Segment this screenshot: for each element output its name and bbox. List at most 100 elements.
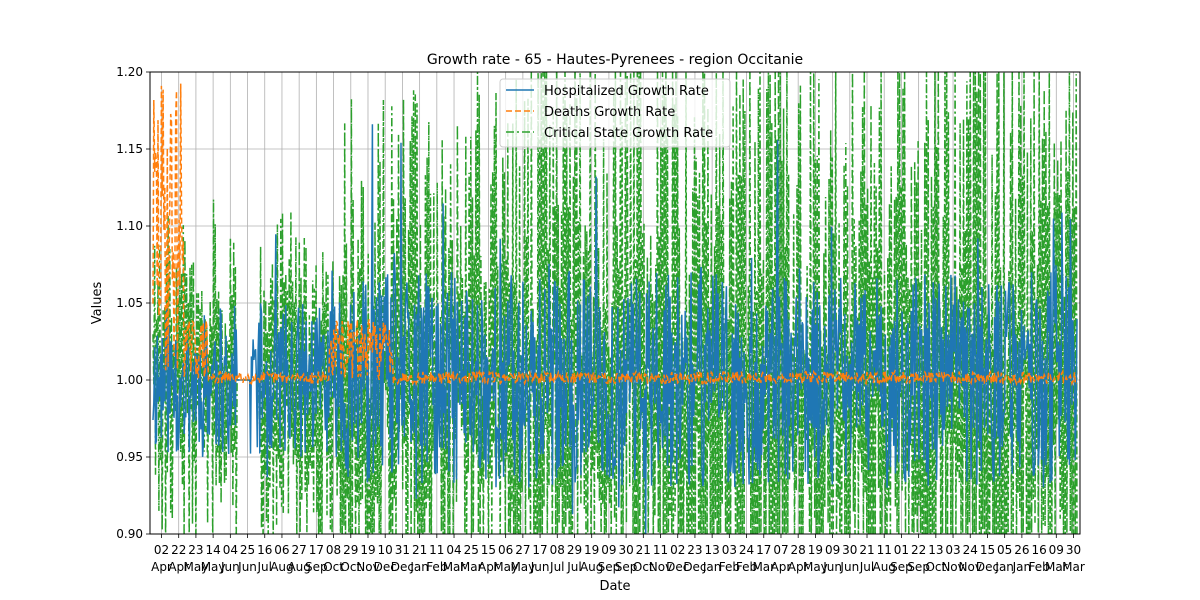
x-tick-day-label: 30 xyxy=(842,543,857,557)
x-tick-month-label: Aug xyxy=(872,560,895,574)
series-line-1 xyxy=(152,83,1078,387)
y-axis-ticks: 0.90 0.95 1.00 1.05 1.10 1.15 1.20 xyxy=(116,65,150,541)
x-tick-month-label: Oct xyxy=(633,560,654,574)
x-axis-ticks: 02Apr22Apr23May14May04Jun25Jun16Jul06Aug… xyxy=(151,534,1085,574)
chart-title: Growth rate - 65 - Hautes-Pyrenees - reg… xyxy=(427,52,803,68)
x-tick-day-label: 16 xyxy=(257,543,272,557)
y-axis-label: Values xyxy=(90,282,105,325)
x-tick-month-label: Sep xyxy=(598,560,621,574)
x-tick-day-label: 04 xyxy=(223,543,238,557)
x-tick-month-label: Dec xyxy=(683,560,706,574)
legend-label: Critical State Growth Rate xyxy=(544,126,713,141)
x-tick-month-label: Nov xyxy=(649,560,672,574)
x-tick-month-label: Sep xyxy=(890,560,913,574)
x-tick-day-label: 11 xyxy=(429,543,444,557)
x-tick-month-label: Sep xyxy=(907,560,930,574)
x-tick-month-label: Aug xyxy=(287,560,310,574)
x-tick-day-label: 02 xyxy=(154,543,169,557)
x-tick-month-label: Mar xyxy=(1045,560,1068,574)
x-tick-day-label: 22 xyxy=(171,543,186,557)
legend-box xyxy=(499,78,731,148)
x-axis-label: Date xyxy=(599,579,630,594)
x-tick-month-label: Mar xyxy=(460,560,483,574)
x-tick-month-label: May xyxy=(201,560,226,574)
y-tick-label: 0.95 xyxy=(116,450,143,464)
x-tick-month-label: Oct xyxy=(340,560,361,574)
y-tick-label: 1.15 xyxy=(116,142,143,156)
x-tick-day-label: 24 xyxy=(739,543,754,557)
legend-label: Hospitalized Growth Rate xyxy=(544,84,709,99)
x-tick-day-label: 27 xyxy=(292,543,307,557)
x-tick-day-label: 17 xyxy=(309,543,324,557)
x-tick-month-label: Feb xyxy=(719,560,740,574)
x-tick-month-label: Apr xyxy=(151,560,172,574)
x-tick-month-label: Jan xyxy=(409,560,429,574)
x-tick-day-label: 17 xyxy=(532,543,547,557)
x-tick-day-label: 21 xyxy=(636,543,651,557)
x-tick-day-label: 19 xyxy=(808,543,823,557)
x-tick-month-label: Jan xyxy=(1012,560,1032,574)
x-tick-day-label: 30 xyxy=(1066,543,1081,557)
x-tick-month-label: Oct xyxy=(925,560,946,574)
data-lines xyxy=(152,72,1078,534)
x-tick-month-label: Aug xyxy=(270,560,293,574)
x-tick-day-label: 19 xyxy=(584,543,599,557)
x-tick-month-label: Dec xyxy=(391,560,414,574)
x-tick-day-label: 01 xyxy=(894,543,909,557)
x-tick-day-label: 21 xyxy=(859,543,874,557)
x-tick-month-label: Feb xyxy=(736,560,757,574)
x-tick-day-label: 23 xyxy=(687,543,702,557)
x-tick-month-label: Nov xyxy=(941,560,964,574)
x-tick-day-label: 26 xyxy=(1014,543,1029,557)
x-tick-month-label: May xyxy=(510,560,535,574)
x-tick-month-label: Mar xyxy=(752,560,775,574)
x-tick-month-label: Jul xyxy=(549,560,564,574)
x-tick-day-label: 11 xyxy=(877,543,892,557)
x-tick-month-label: Aug xyxy=(580,560,603,574)
x-tick-month-label: Jan xyxy=(994,560,1014,574)
x-tick-month-label: Dec xyxy=(976,560,999,574)
x-tick-day-label: 17 xyxy=(756,543,771,557)
x-tick-month-label: Dec xyxy=(666,560,689,574)
x-tick-day-label: 19 xyxy=(360,543,375,557)
x-tick-month-label: Jan xyxy=(702,560,722,574)
x-tick-day-label: 09 xyxy=(1049,543,1064,557)
x-tick-month-label: Jun xyxy=(220,560,240,574)
x-tick-day-label: 29 xyxy=(567,543,582,557)
legend: Hospitalized Growth Rate Deaths Growth Ra… xyxy=(499,78,731,148)
x-tick-month-label: Apr xyxy=(478,560,499,574)
x-tick-month-label: Mar xyxy=(1062,560,1085,574)
x-tick-day-label: 21 xyxy=(412,543,427,557)
x-tick-day-label: 28 xyxy=(791,543,806,557)
x-tick-day-label: 11 xyxy=(653,543,668,557)
x-tick-month-label: May xyxy=(803,560,828,574)
x-tick-month-label: Sep xyxy=(615,560,638,574)
x-tick-day-label: 09 xyxy=(601,543,616,557)
x-tick-day-label: 23 xyxy=(188,543,203,557)
x-tick-month-label: Jul xyxy=(859,560,874,574)
x-tick-month-label: Feb xyxy=(1028,560,1049,574)
x-tick-month-label: Dec xyxy=(374,560,397,574)
x-tick-month-label: Nov xyxy=(959,560,982,574)
x-tick-day-label: 29 xyxy=(343,543,358,557)
x-tick-day-label: 10 xyxy=(378,543,393,557)
x-tick-day-label: 09 xyxy=(825,543,840,557)
x-tick-day-label: 16 xyxy=(1031,543,1046,557)
x-tick-day-label: 24 xyxy=(963,543,978,557)
series-line-2 xyxy=(152,72,1078,534)
x-tick-day-label: 06 xyxy=(274,543,289,557)
x-tick-day-label: 02 xyxy=(670,543,685,557)
legend-label: Deaths Growth Rate xyxy=(544,105,675,120)
x-tick-day-label: 13 xyxy=(928,543,943,557)
x-tick-day-label: 04 xyxy=(446,543,461,557)
x-tick-month-label: Apr xyxy=(168,560,189,574)
y-tick-label: 1.00 xyxy=(116,373,143,387)
x-tick-day-label: 22 xyxy=(911,543,926,557)
x-tick-day-label: 08 xyxy=(550,543,565,557)
x-tick-month-label: Apr xyxy=(771,560,792,574)
x-tick-day-label: 30 xyxy=(618,543,633,557)
x-tick-month-label: Jun xyxy=(822,560,842,574)
y-tick-label: 1.20 xyxy=(116,65,143,79)
x-tick-day-label: 25 xyxy=(240,543,255,557)
